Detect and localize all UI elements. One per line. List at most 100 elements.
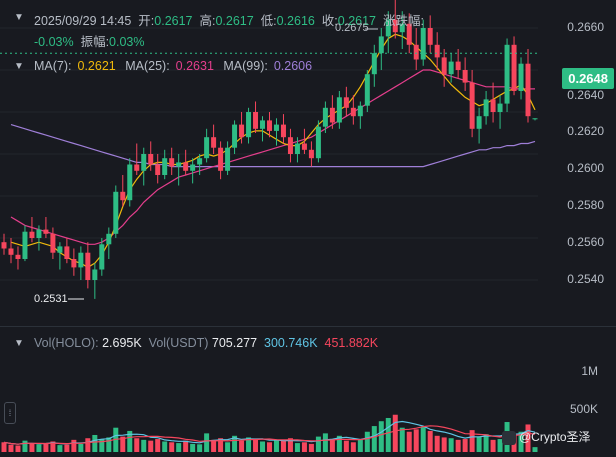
- volume-bar: [427, 430, 433, 452]
- candle-body: [287, 137, 293, 154]
- volume-collapse-caret-icon[interactable]: ▼: [14, 338, 24, 349]
- price-tick: 0.2560: [567, 235, 604, 249]
- candle-body: [420, 28, 426, 60]
- candle-body: [169, 158, 175, 167]
- candle-body: [434, 44, 440, 58]
- watermark-logo-icon: [502, 430, 516, 445]
- candle-body: [511, 44, 517, 91]
- volume-bar: [336, 435, 342, 452]
- watermark: @Crypto圣泽: [502, 428, 591, 445]
- candle-body: [343, 97, 349, 108]
- candle-body: [15, 254, 21, 259]
- volume-bar: [176, 443, 182, 452]
- volume-bar: [43, 443, 49, 452]
- low-label: 低:: [260, 14, 277, 28]
- volume-bar: [518, 431, 524, 452]
- candle-body: [218, 147, 224, 171]
- candle-body: [162, 158, 168, 175]
- volume-bar: [218, 438, 224, 452]
- candle-body: [36, 229, 42, 238]
- volume-bar: [106, 437, 112, 452]
- volume-bar: [155, 439, 161, 452]
- candle-body: [371, 53, 377, 75]
- candle-body: [448, 61, 454, 75]
- amplitude-value: 0.03%: [109, 35, 145, 49]
- high-label: 高:: [199, 14, 216, 28]
- candle-body: [267, 120, 272, 131]
- candle-body: [462, 70, 468, 83]
- ma99-value: 0.2606: [273, 59, 313, 73]
- volume-bar: [476, 436, 482, 452]
- candle-body: [50, 233, 56, 253]
- vol-usdt-value: 705.277: [211, 336, 258, 350]
- volume-bar: [204, 433, 210, 452]
- volume-bar: [287, 438, 293, 452]
- volume-ma10-line: [3, 425, 536, 445]
- price-axis[interactable]: 0.2660 0.2640 0.2620 0.2600 0.2580 0.256…: [538, 0, 616, 457]
- volume-bar: [434, 435, 440, 452]
- volume-tick: 1M: [581, 364, 598, 378]
- candle-body: [336, 97, 342, 123]
- candle-body: [301, 143, 307, 150]
- volume-bar: [190, 443, 196, 452]
- volume-bar: [294, 443, 300, 452]
- volume-bar: [64, 444, 70, 452]
- vol-ma5-value: 300.746K: [264, 336, 318, 350]
- candle-body: [113, 191, 119, 234]
- candle-body: [525, 63, 531, 117]
- candle-body: [413, 44, 419, 60]
- open-value: 0.2617: [154, 14, 193, 28]
- vol-ma10-value: 451.882K: [324, 336, 379, 350]
- volume-bar: [420, 426, 426, 452]
- volume-bar: [532, 447, 538, 452]
- candle-body: [532, 118, 538, 120]
- ma99-label: MA(99):: [223, 59, 268, 73]
- volume-bar: [392, 414, 398, 452]
- volume-bar: [169, 442, 175, 452]
- volume-bar: [343, 440, 349, 452]
- candle-body: [106, 233, 112, 245]
- volume-bar: [1, 442, 7, 452]
- volume-bar: [246, 437, 252, 452]
- volume-bar: [197, 444, 203, 452]
- ma-collapse-caret-icon[interactable]: ▼: [14, 61, 24, 72]
- pane-scroll-handle[interactable]: ⁞: [4, 402, 16, 424]
- candle-body: [483, 99, 489, 117]
- candle-body: [294, 143, 300, 154]
- volume-bar: [36, 444, 42, 452]
- volume-bar: [183, 440, 189, 452]
- candle-body: [29, 231, 35, 238]
- candle-body: [378, 36, 384, 54]
- ma25-label: MA(25):: [125, 59, 170, 73]
- volume-bar: [462, 439, 468, 452]
- volume-bar: [8, 444, 14, 452]
- candle-body: [22, 231, 28, 259]
- candle-body: [232, 124, 238, 148]
- pane-divider[interactable]: [0, 326, 616, 327]
- volume-bar: [50, 441, 56, 452]
- price-tick: 0.2600: [567, 161, 604, 175]
- volume-bar: [448, 438, 454, 452]
- volume-bar: [148, 440, 154, 452]
- amplitude-label: 振幅:: [80, 35, 110, 49]
- collapse-caret-icon[interactable]: ▼: [14, 12, 24, 23]
- volume-bar: [378, 421, 384, 452]
- candle-body: [141, 154, 147, 171]
- volume-bar: [406, 431, 412, 452]
- candle-body: [176, 162, 182, 167]
- volume-bar: [469, 430, 475, 452]
- candle-body: [43, 229, 49, 234]
- volume-bar: [385, 417, 391, 452]
- candle-body: [504, 44, 510, 104]
- volume-bar: [225, 442, 231, 452]
- watermark-text: @Crypto圣泽: [519, 430, 591, 444]
- candle-body: [441, 57, 447, 75]
- volume-bar: [120, 436, 126, 452]
- ma99-line: [10, 124, 536, 168]
- volume-bar: [162, 441, 168, 452]
- volume-bar: [29, 443, 35, 452]
- price-tick: 0.2640: [567, 88, 604, 102]
- candle-body: [127, 164, 133, 201]
- high-marker-label: 0.2675: [335, 22, 369, 34]
